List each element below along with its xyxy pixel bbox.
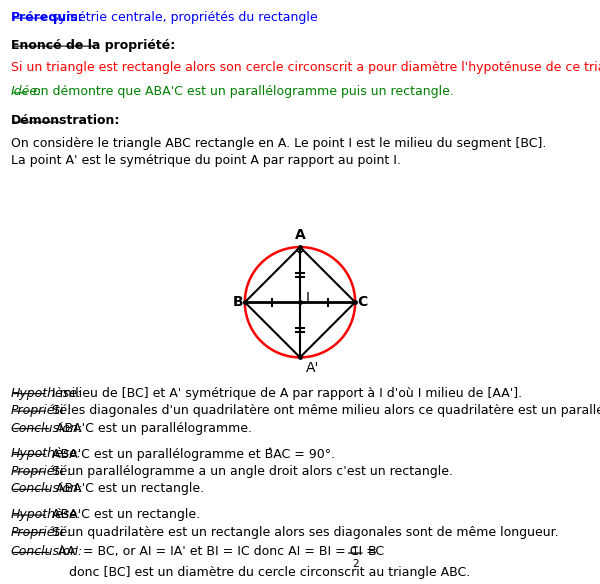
- Text: symétrie centrale, propriétés du rectangle: symétrie centrale, propriétés du rectang…: [48, 11, 317, 23]
- Text: Si un quadrilatère est un rectangle alors ses diagonales sont de même longueur.: Si un quadrilatère est un rectangle alor…: [48, 526, 559, 538]
- Text: Idée:: Idée:: [11, 85, 42, 98]
- Text: donc [BC] est un diamètre du cercle circonscrit au triangle ABC.: donc [BC] est un diamètre du cercle circ…: [69, 566, 470, 579]
- Text: Démonstration:: Démonstration:: [11, 114, 120, 127]
- Text: AA' = BC, or AI = IA' et BI = IC donc AI = BI = CI =: AA' = BC, or AI = IA' et BI = IC donc AI…: [54, 545, 381, 558]
- Text: A': A': [305, 361, 319, 376]
- Text: A: A: [295, 228, 305, 242]
- Text: Hypothèse:: Hypothèse:: [11, 447, 82, 460]
- Text: C: C: [357, 296, 367, 309]
- Text: Si les diagonales d'un quadrilatère ont même milieu alors ce quadrilatère est un: Si les diagonales d'un quadrilatère ont …: [48, 404, 600, 417]
- Text: on démontre que ABA'C est un parallélogramme puis un rectangle.: on démontre que ABA'C est un parallélogr…: [29, 85, 454, 98]
- Text: Propriété:: Propriété:: [11, 526, 72, 538]
- Text: 2: 2: [352, 559, 359, 569]
- Text: I: I: [305, 291, 310, 305]
- Text: Si un parallélogramme a un angle droit alors c'est un rectangle.: Si un parallélogramme a un angle droit a…: [48, 465, 453, 478]
- Text: ABA'C est un parallélogramme.: ABA'C est un parallélogramme.: [52, 422, 252, 434]
- Text: Hypothèse:: Hypothèse:: [11, 387, 82, 399]
- Text: Hypothèse:: Hypothèse:: [11, 508, 82, 521]
- Text: Prérequis:: Prérequis:: [11, 11, 83, 23]
- Text: Conclusion:: Conclusion:: [11, 422, 83, 434]
- Text: ABA'C est un parallélogramme et B̂AC = 90°.: ABA'C est un parallélogramme et B̂AC = 9…: [48, 447, 335, 461]
- Text: ABA'C est un rectangle.: ABA'C est un rectangle.: [48, 508, 200, 521]
- Text: ABA'C est un rectangle.: ABA'C est un rectangle.: [52, 482, 204, 495]
- Text: Propriété:: Propriété:: [11, 404, 72, 417]
- Text: B: B: [232, 296, 243, 309]
- Text: Conclusion:: Conclusion:: [11, 545, 83, 558]
- Text: BC: BC: [367, 545, 385, 558]
- Text: I milieu de [BC] et A' symétrique de A par rapport à I d'où I milieu de [AA'].: I milieu de [BC] et A' symétrique de A p…: [48, 387, 522, 399]
- Text: Si un triangle est rectangle alors son cercle circonscrit a pour diamètre l'hypo: Si un triangle est rectangle alors son c…: [11, 61, 600, 74]
- Text: 1: 1: [352, 547, 359, 557]
- Text: Conclusion:: Conclusion:: [11, 482, 83, 495]
- Text: Propriété:: Propriété:: [11, 465, 72, 478]
- Text: La point A' est le symétrique du point A par rapport au point I.: La point A' est le symétrique du point A…: [11, 154, 401, 167]
- Text: On considère le triangle ABC rectangle en A. Le point I est le milieu du segment: On considère le triangle ABC rectangle e…: [11, 137, 546, 150]
- Text: Enoncé de la propriété:: Enoncé de la propriété:: [11, 39, 175, 51]
